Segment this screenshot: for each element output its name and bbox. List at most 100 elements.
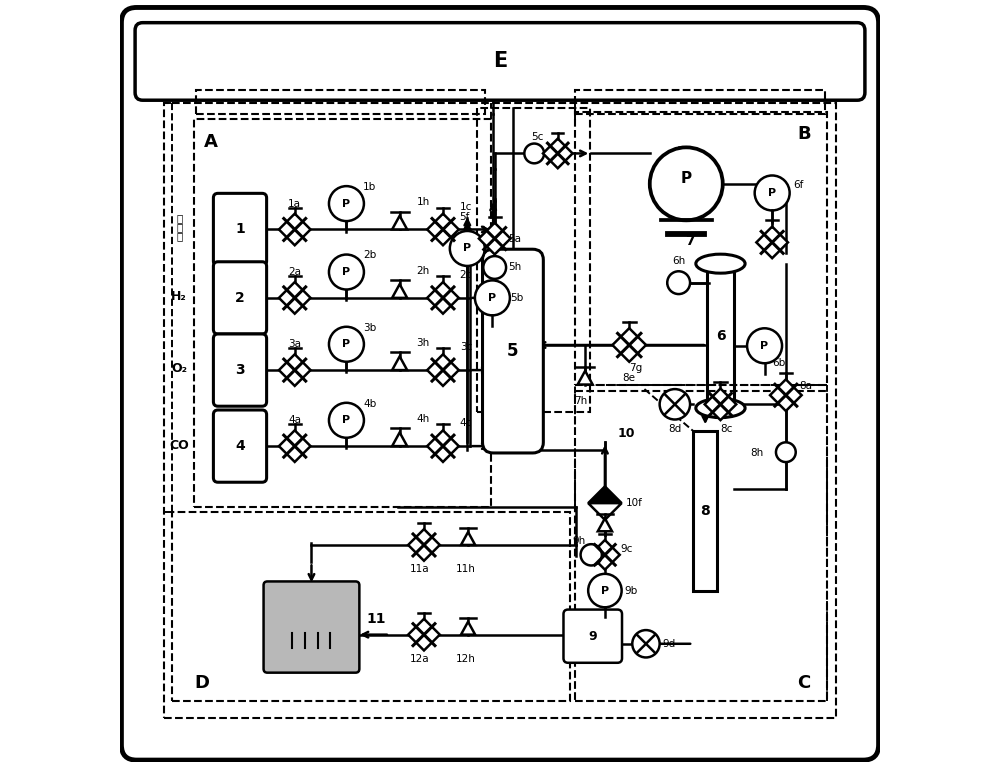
Polygon shape [392,216,407,230]
Text: 7: 7 [685,233,695,248]
Text: 5f: 5f [459,211,469,221]
Text: 9b: 9b [625,585,638,596]
Text: 4a: 4a [288,415,301,425]
Text: 1b: 1b [363,182,376,192]
FancyBboxPatch shape [121,8,879,760]
Polygon shape [612,328,646,362]
FancyBboxPatch shape [264,581,359,673]
Polygon shape [598,518,612,531]
Text: D: D [194,674,209,691]
Circle shape [483,256,506,278]
Text: A: A [204,133,218,151]
Polygon shape [279,354,311,386]
Text: 10: 10 [617,427,635,439]
Text: 8c: 8c [720,423,733,433]
Text: P: P [342,198,350,208]
Text: 11a: 11a [410,565,429,575]
Polygon shape [588,503,622,520]
Text: 2: 2 [235,291,245,305]
Text: 3h: 3h [416,338,430,348]
Text: 8d: 8d [668,423,681,433]
Text: 6b: 6b [772,359,785,369]
Text: 5h: 5h [508,262,522,272]
Circle shape [776,443,796,462]
Text: 6h: 6h [672,256,685,266]
Bar [693,431,717,591]
Polygon shape [756,227,788,258]
Text: 10f: 10f [626,498,643,508]
Text: 3: 3 [235,363,245,377]
Text: P: P [768,188,776,198]
Polygon shape [770,379,802,411]
Text: 9: 9 [588,629,597,642]
Text: 1h: 1h [416,197,430,207]
Text: P: P [488,293,496,303]
Bar [575,111,827,385]
Polygon shape [427,430,459,462]
Text: 9c: 9c [620,544,632,554]
Ellipse shape [696,398,745,417]
FancyBboxPatch shape [483,250,543,453]
Polygon shape [427,282,459,314]
Bar [575,89,825,114]
Text: 3c: 3c [460,343,472,353]
Text: 8: 8 [700,504,710,518]
Bar [194,119,491,507]
Text: 6: 6 [716,329,725,343]
Polygon shape [408,529,440,561]
Circle shape [450,231,485,266]
Text: 5: 5 [507,342,519,360]
Text: B: B [797,124,811,143]
Polygon shape [479,223,510,254]
Circle shape [329,327,364,362]
Text: 7h: 7h [574,396,587,406]
Text: P: P [601,585,609,596]
Circle shape [667,272,690,294]
FancyBboxPatch shape [213,334,267,406]
Text: 2a: 2a [288,267,301,277]
Circle shape [660,389,690,420]
Text: 惰: 惰 [176,213,182,223]
Polygon shape [588,486,622,503]
Text: 4b: 4b [363,398,376,408]
Text: 1a: 1a [288,198,301,208]
Bar [477,108,590,412]
Circle shape [747,328,782,363]
Bar [270,594,353,623]
Text: 11: 11 [366,613,386,626]
Text: 1: 1 [235,223,245,237]
Polygon shape [543,139,573,169]
Bar [575,391,827,700]
Text: 8a: 8a [800,381,813,391]
Text: 11h: 11h [456,565,476,575]
Text: 2h: 2h [416,266,430,275]
Circle shape [581,544,602,565]
Text: 6f: 6f [793,180,804,190]
Polygon shape [705,388,736,420]
Polygon shape [427,354,459,386]
Polygon shape [408,619,440,651]
Circle shape [650,147,723,221]
Text: 2c: 2c [460,270,472,280]
Polygon shape [590,540,620,570]
Text: P: P [681,171,692,186]
Text: P: P [342,340,350,349]
Text: 12a: 12a [410,654,429,664]
Text: 9d: 9d [663,639,676,649]
Text: P: P [463,243,471,253]
Bar [196,89,485,114]
Text: 2b: 2b [363,250,376,260]
Text: 4c: 4c [460,418,472,428]
Circle shape [475,280,510,315]
Bar [164,103,836,717]
Text: O₂: O₂ [171,362,187,375]
Circle shape [329,403,364,438]
Polygon shape [392,284,407,298]
Polygon shape [392,433,407,446]
Polygon shape [279,282,311,314]
Text: 4h: 4h [416,414,430,423]
Text: E: E [493,51,507,72]
Circle shape [329,255,364,289]
Bar [172,512,570,700]
Text: 7g: 7g [629,363,642,373]
